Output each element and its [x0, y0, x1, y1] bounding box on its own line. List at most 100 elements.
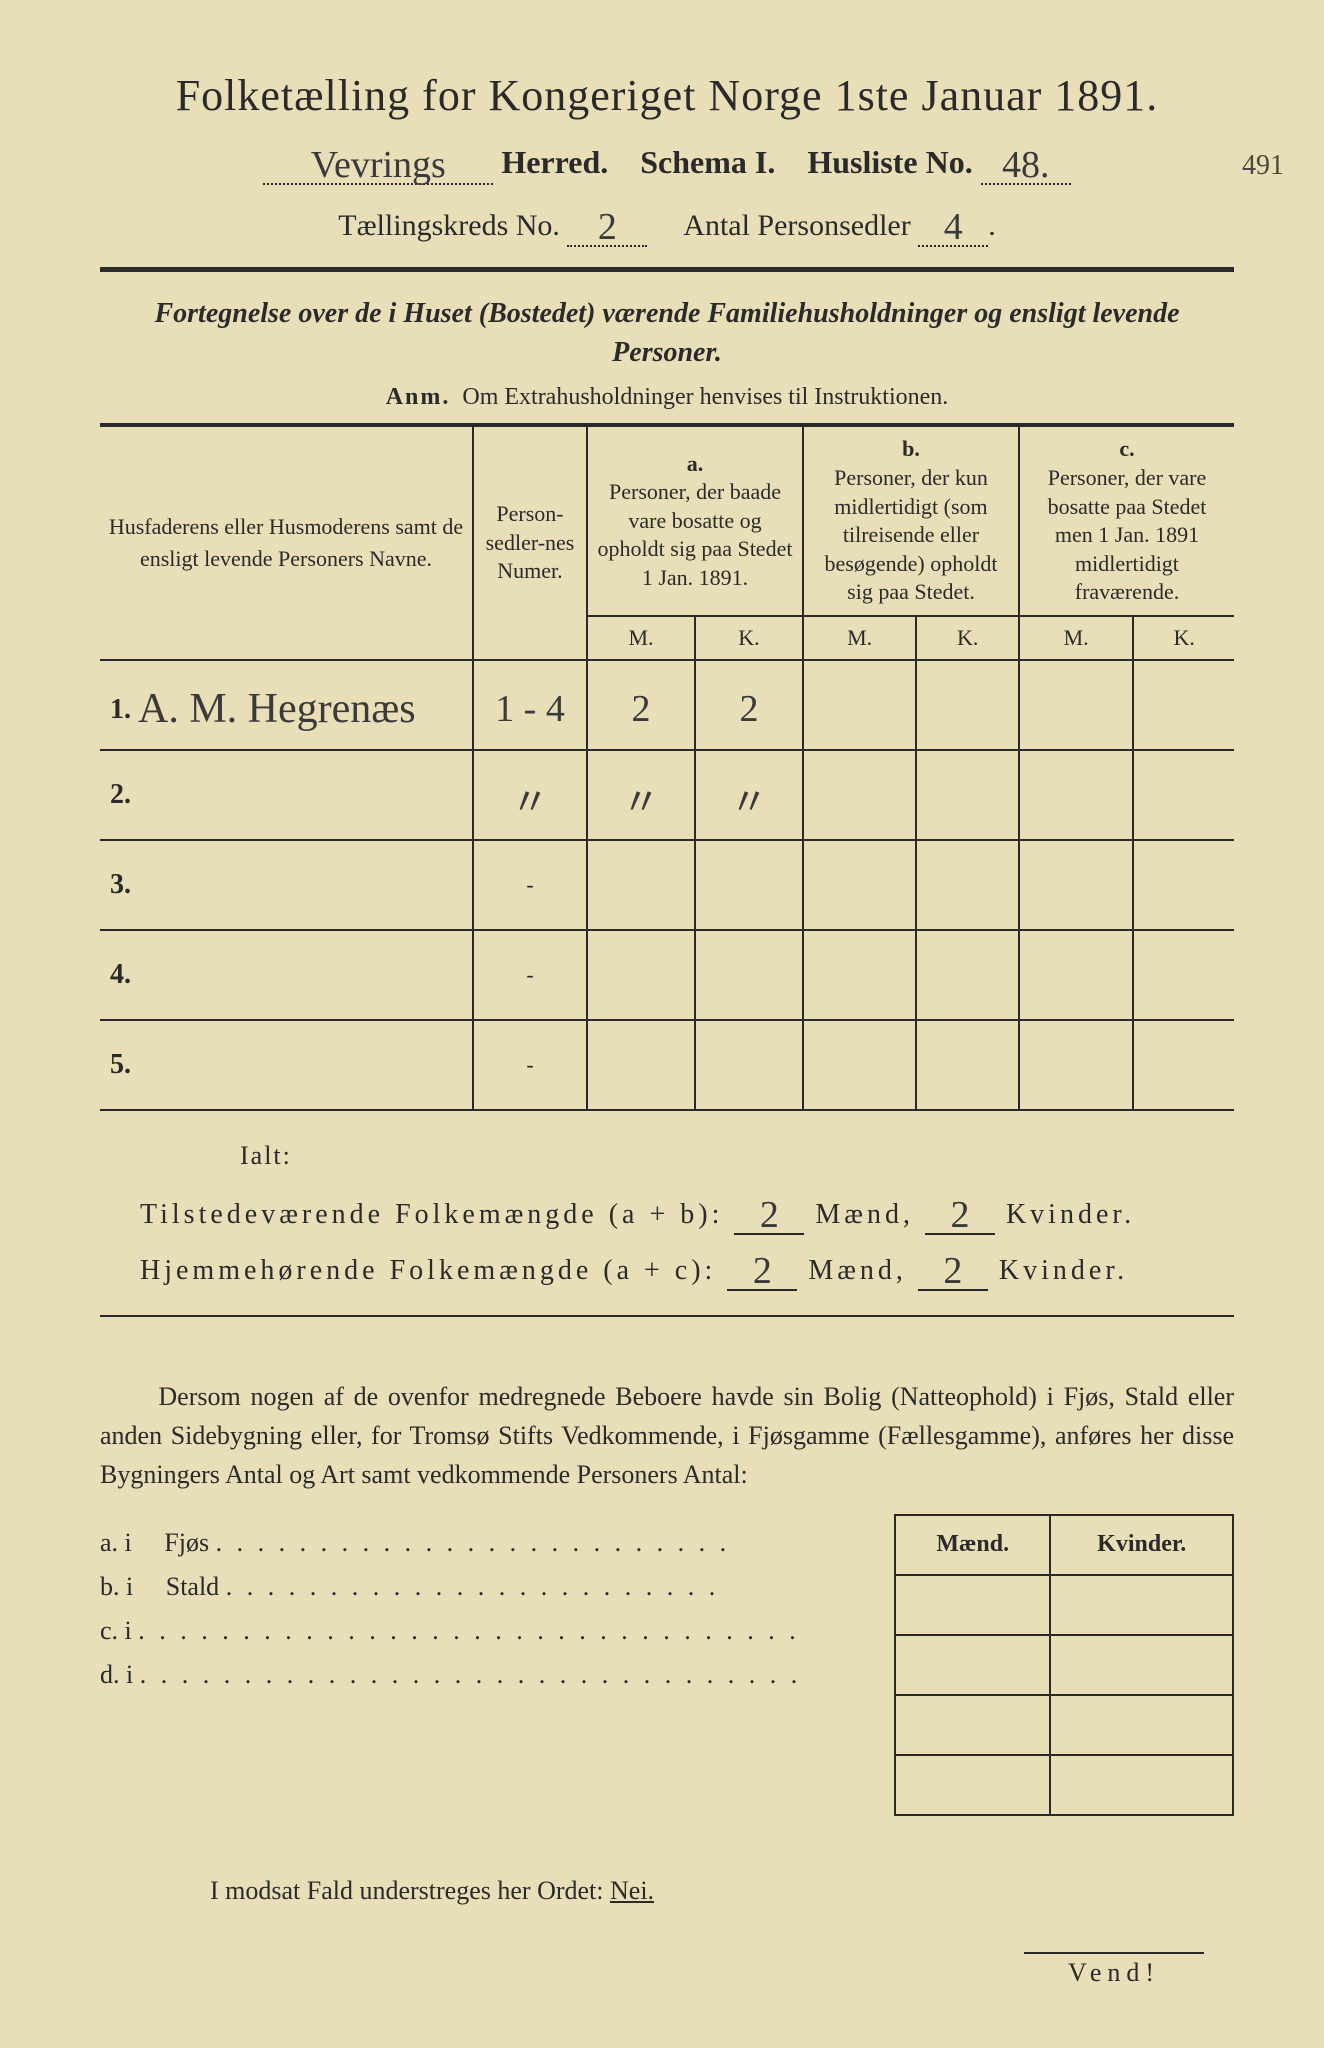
cell: -: [473, 1020, 587, 1110]
table-row: 3. -: [100, 840, 1234, 930]
dwelling-list: a. i Fjøs . . . . . . . . . . . . . . . …: [100, 1514, 894, 1816]
husliste-label: Husliste No.: [807, 144, 972, 180]
kreds-field: 2: [567, 201, 647, 247]
main-table: Husfaderens eller Husmoderens samt de en…: [100, 423, 1234, 1111]
kvinder-label: Kvinder.: [999, 1255, 1128, 1286]
rule-1: [100, 267, 1234, 272]
vend-label: Vend!: [1024, 1952, 1204, 1988]
summary-present: Tilstedeværende Folkemængde (a + b): 2 M…: [140, 1189, 1234, 1235]
kvinder-label: Kvinder.: [1006, 1199, 1135, 1230]
row-num: 4.: [110, 959, 131, 990]
herred-field: Vevrings: [263, 139, 493, 185]
row-num: 5.: [110, 1049, 131, 1080]
kreds-value: 2: [598, 206, 617, 248]
summary2-k: 2: [943, 1250, 962, 1292]
dw-label: b. i: [100, 1572, 133, 1601]
table-row: 5. -: [100, 1020, 1234, 1110]
header-line-2: Vevrings Herred. Schema I. Husliste No. …: [100, 139, 1234, 185]
table-row: 1. A. M. Hegrenæs 1 - 4 2 2: [100, 660, 1234, 750]
nei-prefix: I modsat Fald understreges her Ordet:: [210, 1876, 604, 1905]
dw-name: Stald: [166, 1572, 219, 1601]
schema-label: Schema I.: [640, 144, 775, 180]
dots: . . . . . . . . . . . . . . . . . . . . …: [140, 1660, 802, 1689]
herred-label: Herred.: [501, 144, 608, 180]
col-b-m: M.: [803, 616, 916, 660]
cell: 〃: [511, 782, 549, 824]
kreds-label: Tællingskreds No.: [338, 209, 560, 242]
col-b-label: b.: [902, 436, 920, 461]
col-b-text: Personer, der kun midlertidigt (som tilr…: [825, 465, 998, 604]
rule-2: [100, 1315, 1234, 1317]
col-a: a. Personer, der baade vare bosatte og o…: [587, 425, 803, 616]
col-c: c. Personer, der vare bosatte paa Stedet…: [1019, 425, 1234, 616]
dw-label: d. i: [100, 1660, 133, 1689]
summary1-label: Tilstedeværende Folkemængde (a + b):: [140, 1199, 723, 1230]
mk-maend: Mænd.: [895, 1515, 1050, 1575]
row-num: 3.: [110, 869, 131, 900]
herred-value: Vevrings: [311, 144, 446, 186]
husliste-value: 48.: [1002, 144, 1050, 186]
nei-word: Nei.: [610, 1876, 654, 1905]
cell: 2: [632, 688, 651, 730]
nei-line: I modsat Fald understreges her Ordet: Ne…: [210, 1876, 1234, 1906]
col-names: Husfaderens eller Husmoderens samt de en…: [100, 425, 473, 660]
dwelling-mk-table: Mænd. Kvinder.: [894, 1514, 1234, 1816]
cell: -: [473, 930, 587, 1020]
table-row: [895, 1575, 1233, 1635]
col-a-text: Personer, der baade vare bosatte og opho…: [598, 479, 793, 590]
maend-label: Mænd,: [815, 1199, 914, 1230]
dots: . . . . . . . . . . . . . . . . . . . . …: [216, 1528, 731, 1557]
cell: 1 - 4: [495, 688, 565, 730]
mk-kvinder: Kvinder.: [1050, 1515, 1233, 1575]
ialt-label: Ialt:: [240, 1141, 1234, 1171]
anm-text: Om Extrahusholdninger henvises til Instr…: [462, 384, 948, 410]
table-row: 2. 〃 〃 〃: [100, 750, 1234, 840]
col-c-label: c.: [1119, 436, 1134, 461]
col-a-label: a.: [687, 451, 704, 476]
dw-name: Fjøs: [164, 1528, 209, 1557]
antal-value: 4: [944, 206, 963, 248]
list-item: d. i . . . . . . . . . . . . . . . . . .…: [100, 1660, 894, 1690]
summary1-k: 2: [950, 1194, 969, 1236]
list-item: a. i Fjøs . . . . . . . . . . . . . . . …: [100, 1528, 894, 1558]
antal-label: Antal Personsedler: [683, 209, 910, 242]
list-item: c. i . . . . . . . . . . . . . . . . . .…: [100, 1616, 894, 1646]
annotation-line: Anm. Om Extrahusholdninger henvises til …: [100, 384, 1234, 411]
col-a-k: K.: [695, 616, 803, 660]
dwelling-paragraph: Dersom nogen af de ovenfor medregnede Be…: [100, 1377, 1234, 1494]
summary2-label: Hjemmehørende Folkemængde (a + c):: [140, 1255, 716, 1286]
col-c-m: M.: [1019, 616, 1133, 660]
dots: . . . . . . . . . . . . . . . . . . . . …: [138, 1616, 800, 1645]
row-num: 1.: [110, 694, 131, 725]
table-row: [895, 1695, 1233, 1755]
census-form-page: Folketælling for Kongeriget Norge 1ste J…: [0, 0, 1324, 2048]
dw-label: c. i: [100, 1616, 132, 1645]
summary-resident: Hjemmehørende Folkemængde (a + c): 2 Mæn…: [140, 1245, 1234, 1291]
table-row: [895, 1755, 1233, 1815]
dwelling-block: a. i Fjøs . . . . . . . . . . . . . . . …: [100, 1514, 1234, 1816]
header-line-3: Tællingskreds No. 2 Antal Personsedler 4…: [100, 201, 1234, 247]
summary2-m: 2: [753, 1250, 772, 1292]
col-b: b. Personer, der kun midlertidigt (som t…: [803, 425, 1019, 616]
dots: . . . . . . . . . . . . . . . . . . . . …: [226, 1572, 720, 1601]
col-b-k: K.: [916, 616, 1019, 660]
cell: 〃: [622, 782, 660, 824]
dw-label: a. i: [100, 1528, 132, 1557]
table-row: 4. -: [100, 930, 1234, 1020]
main-title: Folketælling for Kongeriget Norge 1ste J…: [100, 70, 1234, 121]
subtitle: Fortegnelse over de i Huset (Bostedet) v…: [100, 294, 1234, 372]
col-c-text: Personer, der vare bosatte paa Stedet me…: [1048, 465, 1207, 604]
cell: 2: [740, 688, 759, 730]
list-item: b. i Stald . . . . . . . . . . . . . . .…: [100, 1572, 894, 1602]
row-name: A. M. Hegrenæs: [138, 686, 416, 732]
dwelling-paragraph-text: Dersom nogen af de ovenfor medregnede Be…: [100, 1382, 1234, 1489]
col-c-k: K.: [1133, 616, 1234, 660]
maend-label: Mænd,: [808, 1255, 907, 1286]
husliste-field: 48.: [981, 139, 1071, 185]
row-num: 2.: [110, 779, 131, 810]
cell: -: [473, 840, 587, 930]
margin-annotation: 491: [1242, 150, 1284, 182]
summary1-m: 2: [760, 1194, 779, 1236]
col-numer: Person-sedler-nes Numer.: [473, 425, 587, 660]
cell: 〃: [730, 782, 768, 824]
